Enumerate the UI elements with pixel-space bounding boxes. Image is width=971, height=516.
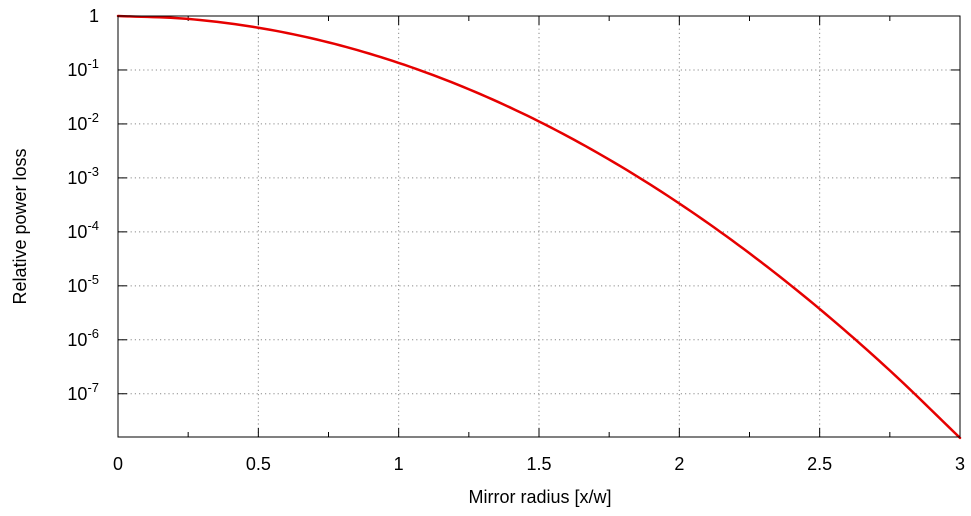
y-tick-base: 10 bbox=[67, 114, 87, 134]
y-tick-label: 10-7 bbox=[67, 380, 99, 404]
y-tick-base: 10 bbox=[67, 60, 87, 80]
y-tick-label: 10-5 bbox=[67, 272, 99, 296]
grid-lines bbox=[118, 16, 960, 437]
x-tick-label: 2.5 bbox=[807, 454, 832, 474]
y-tick-base: 10 bbox=[67, 276, 87, 296]
y-tick-label: 1 bbox=[89, 6, 99, 26]
y-tick-exponent: -2 bbox=[87, 110, 99, 125]
x-tick-label: 1.5 bbox=[526, 454, 551, 474]
series-line bbox=[116, 14, 962, 440]
x-tick-label: 0 bbox=[113, 454, 123, 474]
y-tick-base: 10 bbox=[67, 330, 87, 350]
x-tick-label: 3 bbox=[955, 454, 965, 474]
x-axis-label: Mirror radius [x/w] bbox=[468, 487, 611, 507]
series-layer bbox=[116, 14, 962, 440]
y-tick-label: 10-3 bbox=[67, 164, 99, 188]
y-tick-base: 10 bbox=[67, 384, 87, 404]
y-tick-label: 10-6 bbox=[67, 326, 99, 350]
y-axis-label: Relative power loss bbox=[10, 148, 30, 304]
y-tick-exponent: -4 bbox=[87, 218, 99, 233]
y-tick-labels: 110-110-210-310-410-510-610-7 bbox=[67, 6, 99, 404]
x-tick-label: 0.5 bbox=[246, 454, 271, 474]
x-tick-label: 1 bbox=[394, 454, 404, 474]
y-tick-base: 10 bbox=[67, 222, 87, 242]
y-tick-label: 10-2 bbox=[67, 110, 99, 134]
y-tick-exponent: -1 bbox=[87, 56, 99, 71]
plot-frame bbox=[117, 15, 961, 438]
y-tick-exponent: -6 bbox=[87, 326, 99, 341]
y-tick-exponent: -7 bbox=[87, 380, 99, 395]
y-tick-base: 10 bbox=[67, 168, 87, 188]
x-tick-label: 2 bbox=[674, 454, 684, 474]
y-tick-label: 10-1 bbox=[67, 56, 99, 80]
y-tick-base: 1 bbox=[89, 6, 99, 26]
x-tick-labels: 0 0.5 1 1.5 2 2.5 3 bbox=[113, 454, 965, 474]
y-tick-label: 10-4 bbox=[67, 218, 99, 242]
y-tick-exponent: -3 bbox=[87, 164, 99, 179]
y-tick-exponent: -5 bbox=[87, 272, 99, 287]
tick-marks bbox=[117, 15, 961, 437]
